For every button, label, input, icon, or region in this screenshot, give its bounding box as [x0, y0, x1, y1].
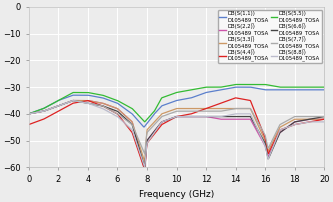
DB(S(6,6))
D105489_TOSA [80, 101, 84, 103]
X-axis label: Frequency (GHz): Frequency (GHz) [139, 189, 214, 199]
DB(S(2,2))
D105489_TOSA [103, 103, 107, 105]
DB(S(2,2))
D105489_TOSA [162, 120, 166, 122]
DB(S(5,5))
D105489_TOSA [250, 83, 254, 86]
DB(S(3,3))
D105489_TOSA [27, 113, 31, 115]
DB(S(5,5))
D105489_TOSA [103, 95, 107, 97]
Legend: DB(S(1,1))
D105489_TOSA, DB(S(2,2))
D105489_TOSA, DB(S(3,3))
D105489_TOSA, DB(S(: DB(S(1,1)) D105489_TOSA, DB(S(2,2)) D105… [217, 10, 322, 63]
DB(S(1,1))
D105489_TOSA [234, 86, 238, 88]
DB(S(7,7))
D105489_TOSA [80, 101, 84, 103]
DB(S(4,4))
D105489_TOSA [250, 104, 254, 106]
DB(S(6,6))
D105489_TOSA [202, 115, 206, 118]
DB(S(7,7))
D105489_TOSA [103, 106, 107, 108]
DB(S(4,4))
D105489_TOSA [143, 169, 147, 171]
DB(S(4,4))
D105489_TOSA [103, 106, 107, 108]
DB(S(7,7))
D105489_TOSA [322, 115, 326, 118]
DB(S(2,2))
D105489_TOSA [250, 121, 254, 124]
DB(S(6,6))
D105489_TOSA [322, 115, 326, 118]
DB(S(6,6))
D105489_TOSA [143, 166, 147, 168]
Line: DB(S(3,3))
D105489_TOSA: DB(S(3,3)) D105489_TOSA [29, 101, 324, 162]
DB(S(6,6))
D105489_TOSA [162, 120, 166, 122]
DB(S(4,4))
D105489_TOSA [233, 97, 237, 99]
DB(S(6,6))
D105489_TOSA [250, 119, 254, 121]
DB(S(2,2))
D105489_TOSA [27, 113, 31, 115]
DB(S(8,8))
D105489_TOSA [322, 121, 326, 123]
DB(S(3,3))
D105489_TOSA [225, 107, 229, 110]
DB(S(2,2))
D105489_TOSA [202, 115, 206, 118]
DB(S(1,1))
D105489_TOSA [103, 97, 107, 100]
DB(S(5,5))
D105489_TOSA [79, 91, 83, 94]
DB(S(3,3))
D105489_TOSA [80, 99, 84, 102]
DB(S(1,1))
D105489_TOSA [142, 126, 146, 128]
DB(S(8,8))
D105489_TOSA [80, 101, 84, 103]
DB(S(1,1))
D105489_TOSA [201, 92, 205, 95]
DB(S(8,8))
D105489_TOSA [225, 114, 229, 117]
DB(S(5,5))
D105489_TOSA [143, 121, 147, 123]
DB(S(1,1))
D105489_TOSA [79, 94, 83, 96]
DB(S(4,4))
D105489_TOSA [27, 123, 31, 126]
DB(S(4,4))
D105489_TOSA [79, 101, 83, 103]
DB(S(8,8))
D105489_TOSA [27, 113, 31, 115]
DB(S(3,3))
D105489_TOSA [250, 111, 254, 114]
DB(S(1,1))
D105489_TOSA [224, 88, 228, 90]
DB(S(7,7))
D105489_TOSA [71, 99, 75, 102]
DB(S(6,6))
D105489_TOSA [225, 115, 229, 118]
DB(S(2,2))
D105489_TOSA [225, 118, 229, 120]
DB(S(1,1))
D105489_TOSA [27, 113, 31, 115]
DB(S(7,7))
D105489_TOSA [162, 115, 166, 117]
Line: DB(S(4,4))
D105489_TOSA: DB(S(4,4)) D105489_TOSA [29, 98, 324, 170]
DB(S(7,7))
D105489_TOSA [250, 111, 254, 113]
DB(S(6,6))
D105489_TOSA [27, 113, 31, 115]
DB(S(8,8))
D105489_TOSA [202, 115, 206, 118]
DB(S(7,7))
D105489_TOSA [27, 113, 31, 115]
DB(S(4,4))
D105489_TOSA [224, 100, 228, 102]
DB(S(6,6))
D105489_TOSA [103, 106, 107, 108]
DB(S(2,2))
D105489_TOSA [143, 169, 147, 171]
DB(S(8,8))
D105489_TOSA [103, 109, 107, 111]
DB(S(4,4))
D105489_TOSA [161, 123, 165, 125]
DB(S(7,7))
D105489_TOSA [202, 110, 206, 113]
DB(S(2,2))
D105489_TOSA [322, 118, 326, 120]
DB(S(2,2))
D105489_TOSA [80, 99, 84, 102]
DB(S(3,3))
D105489_TOSA [103, 103, 107, 105]
DB(S(3,3))
D105489_TOSA [162, 112, 166, 115]
Line: DB(S(5,5))
D105489_TOSA: DB(S(5,5)) D105489_TOSA [29, 84, 324, 122]
DB(S(5,5))
D105489_TOSA [27, 113, 31, 115]
Line: DB(S(8,8))
D105489_TOSA: DB(S(8,8)) D105489_TOSA [29, 101, 324, 167]
DB(S(8,8))
D105489_TOSA [250, 117, 254, 119]
DB(S(7,7))
D105489_TOSA [225, 109, 229, 111]
DB(S(6,6))
D105489_TOSA [71, 99, 75, 102]
DB(S(7,7))
D105489_TOSA [143, 153, 147, 155]
DB(S(2,2))
D105489_TOSA [71, 99, 75, 102]
DB(S(4,4))
D105489_TOSA [322, 118, 326, 120]
DB(S(5,5))
D105489_TOSA [234, 83, 238, 86]
DB(S(1,1))
D105489_TOSA [322, 89, 326, 91]
DB(S(4,4))
D105489_TOSA [201, 108, 205, 111]
DB(S(3,3))
D105489_TOSA [202, 107, 206, 110]
Line: DB(S(1,1))
D105489_TOSA: DB(S(1,1)) D105489_TOSA [29, 87, 324, 127]
DB(S(5,5))
D105489_TOSA [201, 86, 205, 89]
DB(S(8,8))
D105489_TOSA [162, 120, 166, 122]
DB(S(3,3))
D105489_TOSA [322, 118, 326, 120]
Line: DB(S(2,2))
D105489_TOSA: DB(S(2,2)) D105489_TOSA [29, 101, 324, 170]
DB(S(5,5))
D105489_TOSA [161, 96, 165, 99]
DB(S(1,1))
D105489_TOSA [250, 86, 254, 89]
DB(S(8,8))
D105489_TOSA [71, 99, 75, 102]
DB(S(5,5))
D105489_TOSA [322, 86, 326, 88]
DB(S(5,5))
D105489_TOSA [224, 85, 228, 87]
DB(S(8,8))
D105489_TOSA [143, 166, 147, 168]
DB(S(1,1))
D105489_TOSA [161, 104, 165, 107]
Line: DB(S(6,6))
D105489_TOSA: DB(S(6,6)) D105489_TOSA [29, 101, 324, 167]
DB(S(3,3))
D105489_TOSA [143, 161, 147, 163]
Line: DB(S(7,7))
D105489_TOSA: DB(S(7,7)) D105489_TOSA [29, 101, 324, 154]
DB(S(3,3))
D105489_TOSA [71, 99, 75, 102]
